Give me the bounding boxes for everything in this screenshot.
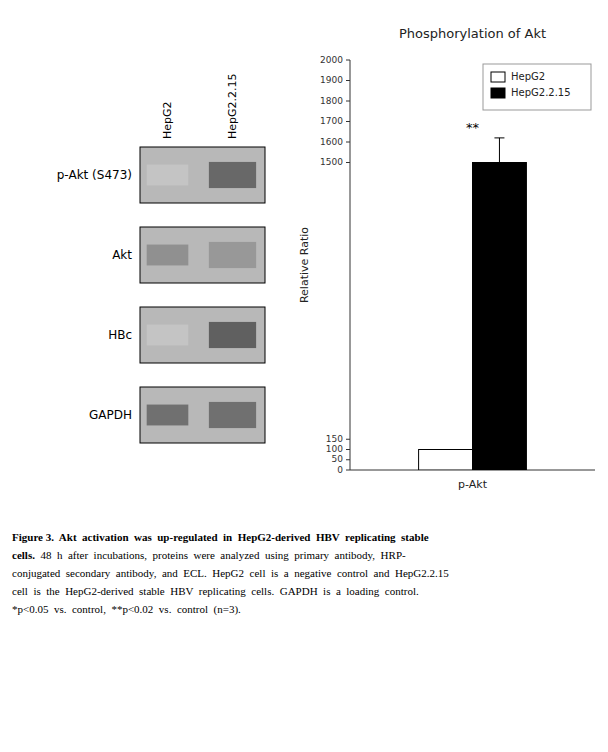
bar [473, 163, 527, 471]
error-cap [494, 187, 504, 188]
blot-band [147, 165, 189, 186]
title: Phosphorylation of Akt [399, 26, 546, 41]
legend-swatch [491, 72, 505, 82]
blot-band [147, 405, 189, 426]
bar [419, 450, 473, 471]
row-label: Akt [112, 248, 132, 262]
row-label: HBc [108, 328, 132, 342]
row-label: p-Akt (S473) [57, 168, 132, 182]
error-line [499, 138, 500, 187]
blot-box [140, 227, 265, 283]
caption-text: *p<0.05 vs. control, **p<0.02 vs. contro… [12, 603, 241, 615]
caption-line: *p<0.05 vs. control, **p<0.02 vs. contro… [12, 600, 602, 618]
x-tick-label: p-Akt [458, 478, 488, 491]
y-tick-label: 1500 [320, 157, 343, 167]
error-cap [441, 449, 451, 450]
blot-band [209, 402, 256, 428]
y-tick-label: 150 [326, 434, 343, 444]
y-axis-label: Relative Ratio [298, 227, 311, 303]
lane-label: HepG2 [161, 101, 174, 139]
blot-band [209, 242, 256, 268]
blot-box [140, 387, 265, 443]
y-tick [346, 459, 350, 460]
legend-label: HepG2.2.15 [511, 87, 571, 98]
y-tick [346, 80, 350, 81]
caption-text: 48 h after incubations, proteins were an… [35, 549, 406, 561]
caption-line: cell is the HepG2-derived stable HBV rep… [12, 582, 602, 600]
legend-label: HepG2 [511, 71, 545, 82]
blot-band [209, 322, 256, 348]
blot-band [147, 245, 189, 266]
caption-text: cell is the HepG2-derived stable HBV rep… [12, 585, 419, 597]
error-cap [441, 449, 451, 450]
error-bar [441, 449, 451, 450]
y-tick-label: 2000 [320, 55, 343, 65]
y-tick [346, 449, 350, 450]
y-tick-label: 100 [326, 444, 343, 454]
y-tick [346, 101, 350, 102]
blot-box [140, 147, 265, 203]
y-tick [346, 60, 350, 61]
y-tick [346, 121, 350, 122]
y-tick [346, 142, 350, 143]
bar-chart: Phosphorylation of Akt 050100150 1500 1600 1… [298, 26, 595, 491]
plot-area [419, 138, 527, 470]
blot-band [147, 325, 189, 346]
error-bar [494, 138, 504, 187]
caption: Figure 3. Akt activation was up-regulate… [12, 528, 602, 618]
y-tick-label: 1900 [320, 75, 343, 85]
legend-swatch [491, 88, 505, 98]
figure: Phosphorylation of Akt 050100150 1500 1600 1… [0, 0, 608, 520]
lane-label: HepG2.2.15 [226, 73, 239, 139]
y-tick-label: 0 [337, 465, 343, 475]
caption-line: cells. 48 h after incubations, proteins … [12, 546, 602, 564]
legend: HepG2 HepG2.2.15 [483, 64, 591, 110]
blot-panel: HepG2 HepG2.2.15 p-Akt (S473) Akt HBc GAPDH [57, 73, 265, 443]
caption-text: conjugated secondary antibody, and ECL. … [12, 567, 449, 579]
caption-line: conjugated secondary antibody, and ECL. … [12, 564, 602, 582]
y-tick-label: 1800 [320, 96, 343, 106]
caption-text: Figure 3. Akt activation was up-regulate… [12, 531, 429, 543]
caption-line: Figure 3. Akt activation was up-regulate… [12, 528, 602, 546]
caption-text: cells. [12, 549, 35, 561]
y-tick [346, 439, 350, 440]
blot-band [209, 162, 256, 188]
y-tick [346, 470, 350, 471]
legend-frame [483, 64, 591, 110]
blot-box [140, 307, 265, 363]
y-tick-label: 1600 [320, 137, 343, 147]
y-tick-label: 1700 [320, 116, 343, 126]
error-cap [494, 137, 504, 138]
row-label: GAPDH [89, 408, 132, 422]
y-tick-label: 50 [332, 454, 344, 464]
y-tick [346, 162, 350, 163]
significance: ** [466, 120, 480, 135]
